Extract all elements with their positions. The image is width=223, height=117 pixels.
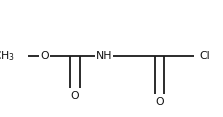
Text: NH: NH [95, 51, 112, 61]
Text: O: O [155, 97, 164, 107]
Text: CH$_3$: CH$_3$ [0, 49, 16, 63]
Text: O: O [70, 91, 79, 101]
Text: Cl: Cl [200, 51, 210, 61]
Text: O: O [40, 51, 49, 61]
